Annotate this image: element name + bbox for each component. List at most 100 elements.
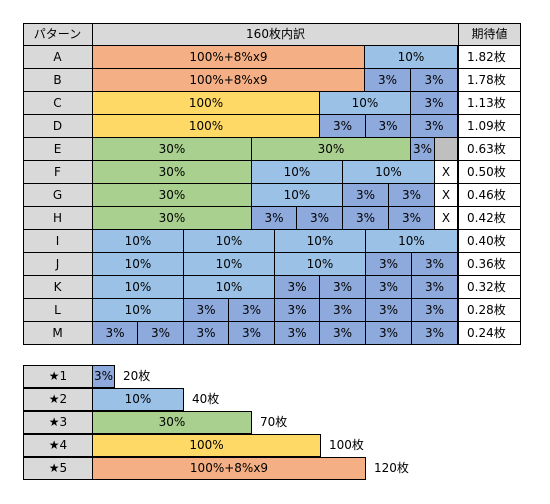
empty-segment (458, 253, 459, 275)
breakdown-segment: 30% (252, 138, 411, 160)
grid-line (23, 344, 521, 345)
empty-segment (458, 92, 459, 114)
legend-row: ★1 3% 20枚 (23, 365, 523, 388)
empty-segment (458, 46, 459, 68)
breakdown-segment: 10% (320, 92, 411, 114)
breakdown-segment: 100% (93, 115, 320, 137)
breakdown-segment: 100%+8%x9 (93, 46, 365, 68)
expected-value: 0.32枚 (459, 276, 521, 298)
pattern-row-k: K 10% 10% 3% 3% 3% 3% 0.32枚 (23, 276, 521, 299)
breakdown-segment: 30% (93, 138, 252, 160)
empty-segment (458, 322, 459, 344)
breakdown-segment: 3% (366, 299, 412, 321)
empty-segment (458, 138, 459, 160)
breakdown-segment: 3% (343, 184, 389, 206)
legend-bar: 10% (92, 388, 184, 411)
breakdown-segment: 30% (93, 184, 252, 206)
star-rank-label: ★1 (23, 365, 93, 388)
breakdown-segment: 10% (343, 161, 435, 183)
legend-row: ★2 10% 40枚 (23, 388, 523, 411)
legend-bar: 3% (92, 365, 115, 388)
breakdown-segment: 3% (275, 322, 320, 344)
breakdown-segment: 10% (184, 276, 275, 298)
pattern-row-g: G 30% 10% 3% 3% X 0.46枚 (23, 184, 521, 207)
breakdown-segment: 3% (411, 69, 458, 91)
breakdown-header: 160枚内訳 (93, 23, 459, 45)
breakdown-segment (435, 138, 458, 160)
pattern-header: パターン (23, 23, 93, 45)
pattern-label: G (23, 184, 93, 206)
expected-value: 0.36枚 (459, 253, 521, 275)
grid-line (23, 160, 521, 161)
expected-value: 1.13枚 (459, 92, 521, 114)
grid-line (23, 45, 521, 46)
breakdown-segment: 3% (320, 115, 366, 137)
pattern-label: A (23, 46, 93, 68)
breakdown-segment: 30% (93, 207, 252, 229)
breakdown-segment: 10% (184, 253, 275, 275)
breakdown-segment: 3% (343, 207, 389, 229)
pattern-row-e: E 30% 30% 3% 0.63枚 (23, 138, 521, 161)
pattern-row-a: A 100%+8%x9 10% 1.82枚 (23, 46, 521, 69)
breakdown-segment: 3% (275, 276, 320, 298)
grid-line (23, 275, 521, 276)
legend-row: ★5 100%+8%x9 120枚 (23, 457, 523, 480)
empty-segment (458, 207, 459, 229)
pattern-row-b: B 100%+8%x9 3% 3% 1.78枚 (23, 69, 521, 92)
star-rank-label: ★3 (23, 411, 93, 434)
breakdown-segment: 10% (93, 276, 184, 298)
breakdown-segment: 3% (366, 115, 411, 137)
breakdown-segment: 10% (93, 253, 184, 275)
excluded-cell: X (435, 184, 458, 206)
breakdown-segment: 10% (252, 161, 343, 183)
legend-count: 40枚 (192, 392, 220, 406)
breakdown-segment: 3% (412, 253, 458, 275)
breakdown-segment: 3% (184, 322, 229, 344)
breakdown-segment: 3% (411, 115, 458, 137)
excluded-cell: X (435, 207, 458, 229)
star-rank-label: ★2 (23, 388, 93, 411)
pattern-row-c: C 100% 10% 3% 1.13枚 (23, 92, 521, 115)
excluded-cell: X (435, 161, 458, 183)
breakdown-segment: 3% (389, 184, 435, 206)
grid-line (23, 229, 521, 230)
legend-bar: 100%+8%x9 (92, 457, 366, 480)
grid-line (23, 114, 521, 115)
breakdown-segment: 3% (412, 276, 458, 298)
grid-line (23, 298, 521, 299)
empty-segment (458, 115, 459, 137)
expected-header: 期待値 (459, 23, 521, 45)
empty-segment (458, 276, 459, 298)
pattern-label: F (23, 161, 93, 183)
legend-count: 70枚 (260, 415, 288, 429)
pattern-table: パターン 160枚内訳 期待値 A 100%+8%x9 10% 1.82枚 B 100%+… (23, 23, 521, 345)
empty-segment (458, 230, 459, 252)
legend-bar: 100% (92, 434, 321, 457)
expected-value: 1.82枚 (459, 46, 521, 68)
expected-value: 0.40枚 (459, 230, 521, 252)
expected-value: 0.50枚 (459, 161, 521, 183)
breakdown-segment: 3% (297, 207, 343, 229)
breakdown-segment: 3% (366, 253, 412, 275)
breakdown-segment: 3% (389, 207, 435, 229)
breakdown-segment: 3% (184, 299, 229, 321)
grid-line (23, 183, 521, 184)
expected-value: 0.46枚 (459, 184, 521, 206)
legend-count: 100枚 (329, 438, 364, 452)
expected-value: 1.78枚 (459, 69, 521, 91)
breakdown-segment: 3% (138, 322, 184, 344)
breakdown-segment: 3% (412, 299, 458, 321)
breakdown-segment: 100% (93, 92, 320, 114)
grid-line (23, 68, 521, 69)
breakdown-segment: 10% (366, 230, 458, 252)
breakdown-segment: 30% (93, 161, 252, 183)
empty-segment (458, 69, 459, 91)
grid-line (23, 321, 521, 322)
pattern-rows: A 100%+8%x9 10% 1.82枚 B 100%+8%x9 3% 3% 1.78枚 C 10… (23, 46, 521, 345)
pattern-label: L (23, 299, 93, 321)
pattern-label: K (23, 276, 93, 298)
breakdown-segment: 3% (320, 276, 366, 298)
breakdown-segment: 100%+8%x9 (93, 69, 365, 91)
header-row: パターン 160枚内訳 期待値 (23, 23, 521, 46)
pattern-row-d: D 100% 3% 3% 3% 1.09枚 (23, 115, 521, 138)
